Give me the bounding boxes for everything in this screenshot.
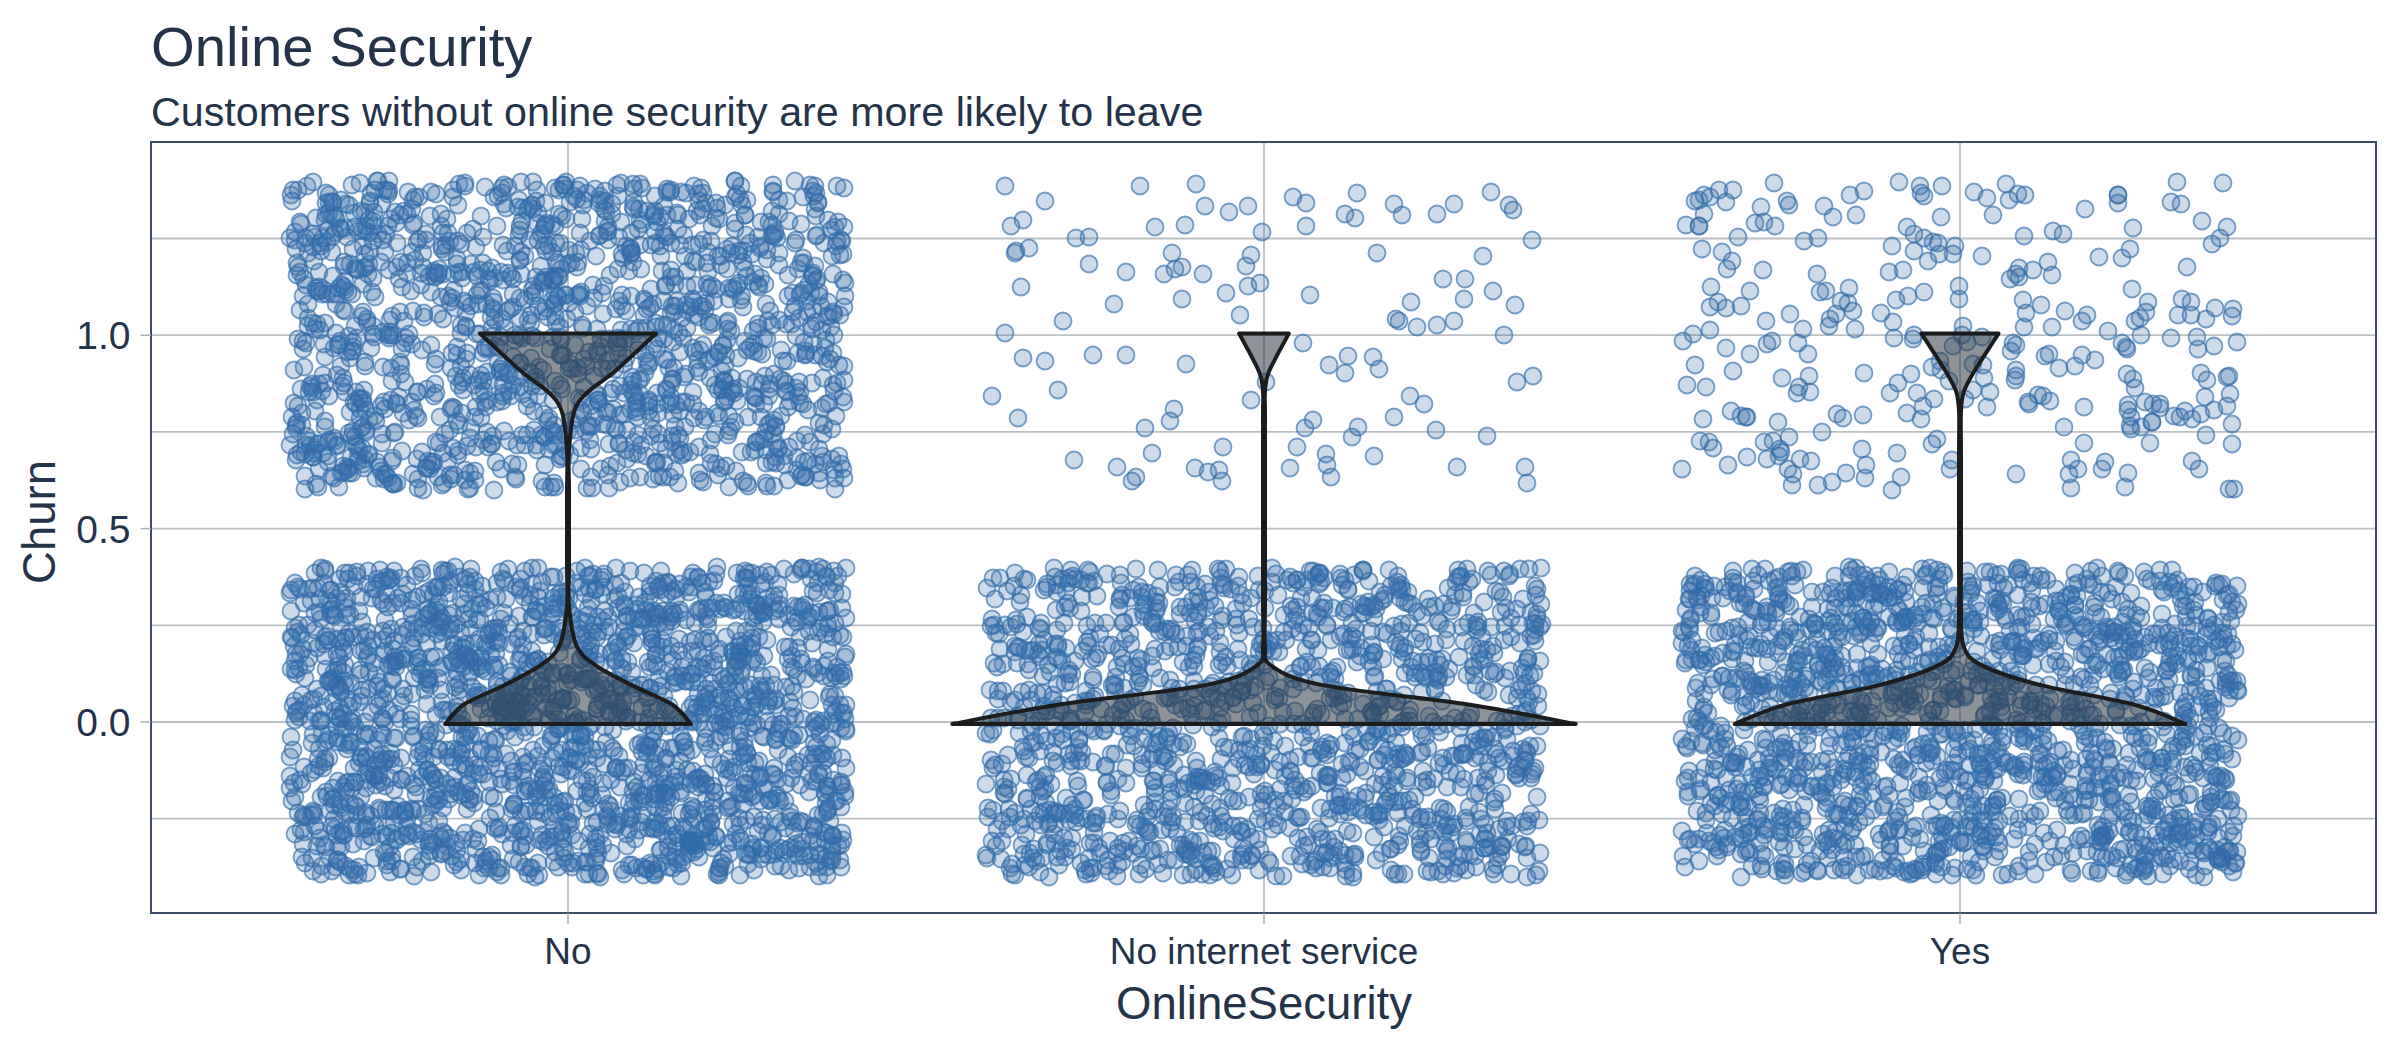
svg-text:1.0: 1.0 bbox=[76, 314, 130, 357]
svg-text:No internet service: No internet service bbox=[1110, 931, 1418, 972]
svg-text:No: No bbox=[544, 931, 591, 972]
svg-text:OnlineSecurity: OnlineSecurity bbox=[1116, 978, 1412, 1029]
svg-text:Online Security: Online Security bbox=[151, 15, 533, 78]
svg-text:0.5: 0.5 bbox=[76, 508, 130, 551]
svg-text:0.0: 0.0 bbox=[76, 701, 130, 744]
svg-text:Yes: Yes bbox=[1930, 931, 1990, 972]
svg-text:Customers without online secur: Customers without online security are mo… bbox=[151, 89, 1203, 135]
svg-text:Churn: Churn bbox=[14, 460, 65, 584]
